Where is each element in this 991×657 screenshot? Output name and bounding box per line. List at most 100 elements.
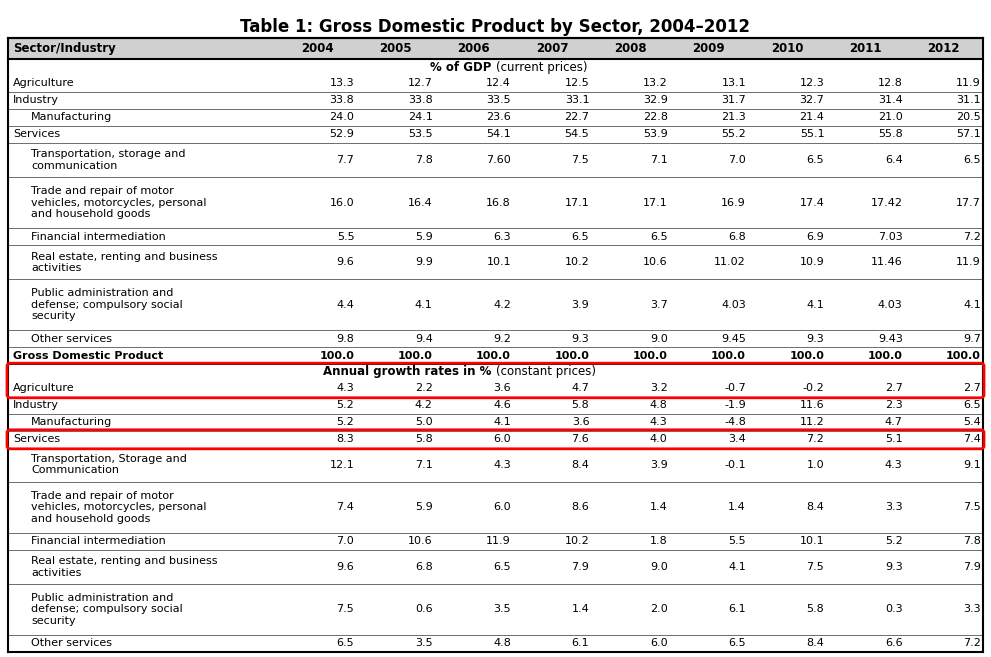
- Text: 11.2: 11.2: [800, 417, 825, 427]
- Text: 53.9: 53.9: [643, 129, 668, 139]
- Bar: [8, 448, 983, 482]
- Text: 4.2: 4.2: [494, 300, 511, 309]
- Text: 4.4: 4.4: [337, 300, 355, 309]
- Text: 6.5: 6.5: [650, 231, 668, 242]
- Text: 23.6: 23.6: [487, 112, 511, 122]
- Text: 4.1: 4.1: [728, 562, 746, 572]
- Text: 1.4: 1.4: [728, 503, 746, 512]
- Text: 33.5: 33.5: [487, 95, 511, 106]
- Text: 4.1: 4.1: [494, 417, 511, 427]
- Text: Table 1: Gross Domestic Product by Sector, 2004–2012: Table 1: Gross Domestic Product by Secto…: [241, 18, 750, 36]
- Text: 2012: 2012: [928, 42, 960, 55]
- Bar: [8, 635, 983, 652]
- Text: Annual growth rates in %: Annual growth rates in %: [323, 365, 496, 378]
- Text: 21.3: 21.3: [721, 112, 746, 122]
- Text: 8.6: 8.6: [572, 503, 590, 512]
- Bar: [8, 109, 983, 126]
- Text: 100.0: 100.0: [554, 351, 590, 361]
- Text: 31.4: 31.4: [878, 95, 903, 106]
- Bar: [8, 59, 983, 75]
- Text: 0.3: 0.3: [885, 604, 903, 614]
- Text: Agriculture: Agriculture: [13, 78, 74, 89]
- Text: 2.3: 2.3: [885, 400, 903, 410]
- Text: 4.7: 4.7: [572, 383, 590, 394]
- Text: 100.0: 100.0: [633, 351, 668, 361]
- Text: 16.4: 16.4: [408, 198, 433, 208]
- Text: -1.9: -1.9: [724, 400, 746, 410]
- Text: 52.9: 52.9: [329, 129, 355, 139]
- Text: 5.4: 5.4: [963, 417, 981, 427]
- Text: 24.0: 24.0: [329, 112, 355, 122]
- Text: -0.2: -0.2: [803, 383, 825, 394]
- Text: 2005: 2005: [380, 42, 412, 55]
- Text: 55.1: 55.1: [800, 129, 825, 139]
- Text: 20.5: 20.5: [956, 112, 981, 122]
- Bar: [8, 143, 983, 177]
- Text: 4.3: 4.3: [494, 460, 511, 470]
- Text: 4.1: 4.1: [415, 300, 433, 309]
- Text: Sector/Industry: Sector/Industry: [13, 42, 116, 55]
- Bar: [8, 228, 983, 245]
- Text: 32.7: 32.7: [800, 95, 825, 106]
- Text: 4.8: 4.8: [494, 639, 511, 648]
- Bar: [8, 397, 983, 414]
- Text: 100.0: 100.0: [397, 351, 433, 361]
- Text: Real estate, renting and business
activities: Real estate, renting and business activi…: [31, 556, 217, 578]
- Text: 5.2: 5.2: [885, 536, 903, 547]
- Text: 7.4: 7.4: [337, 503, 355, 512]
- Text: 21.0: 21.0: [878, 112, 903, 122]
- Text: 100.0: 100.0: [476, 351, 511, 361]
- Text: 2006: 2006: [458, 42, 491, 55]
- Text: Gross Domestic Product: Gross Domestic Product: [13, 351, 164, 361]
- Text: 2004: 2004: [301, 42, 334, 55]
- Text: Manufacturing: Manufacturing: [31, 417, 112, 427]
- Text: 9.45: 9.45: [721, 334, 746, 344]
- Text: 2010: 2010: [771, 42, 804, 55]
- Text: (current prices): (current prices): [496, 60, 587, 74]
- Text: 12.5: 12.5: [565, 78, 590, 89]
- Text: 31.7: 31.7: [721, 95, 746, 106]
- Text: 5.2: 5.2: [337, 400, 355, 410]
- Text: Trade and repair of motor
vehicles, motorcycles, personal
and household goods: Trade and repair of motor vehicles, moto…: [31, 491, 206, 524]
- Text: 11.6: 11.6: [800, 400, 825, 410]
- Text: 7.60: 7.60: [487, 155, 511, 165]
- Bar: [8, 482, 983, 533]
- Bar: [8, 414, 983, 431]
- Text: 3.4: 3.4: [728, 434, 746, 444]
- Bar: [8, 92, 983, 109]
- Text: 9.6: 9.6: [337, 257, 355, 267]
- Text: 16.0: 16.0: [330, 198, 355, 208]
- Text: 10.2: 10.2: [565, 536, 590, 547]
- Text: 12.4: 12.4: [487, 78, 511, 89]
- Text: Public administration and
defense; compulsory social
security: Public administration and defense; compu…: [31, 593, 182, 625]
- Text: 11.46: 11.46: [871, 257, 903, 267]
- Text: 17.1: 17.1: [565, 198, 590, 208]
- Text: Other services: Other services: [31, 639, 112, 648]
- Text: Manufacturing: Manufacturing: [31, 112, 112, 122]
- Text: 5.8: 5.8: [572, 400, 590, 410]
- Text: -0.1: -0.1: [724, 460, 746, 470]
- Text: 22.7: 22.7: [564, 112, 590, 122]
- Text: 4.03: 4.03: [878, 300, 903, 309]
- Bar: [8, 533, 983, 550]
- Text: 54.5: 54.5: [565, 129, 590, 139]
- Text: 2.2: 2.2: [415, 383, 433, 394]
- Text: 3.6: 3.6: [494, 383, 511, 394]
- Text: 9.3: 9.3: [885, 562, 903, 572]
- Text: 4.0: 4.0: [650, 434, 668, 444]
- Text: Public administration and
defense; compulsory social
security: Public administration and defense; compu…: [31, 288, 182, 321]
- Text: 6.5: 6.5: [337, 639, 355, 648]
- Text: 9.4: 9.4: [415, 334, 433, 344]
- Text: 57.1: 57.1: [956, 129, 981, 139]
- Text: 7.8: 7.8: [963, 536, 981, 547]
- Text: 3.3: 3.3: [963, 604, 981, 614]
- Text: 5.2: 5.2: [337, 417, 355, 427]
- Text: Agriculture: Agriculture: [13, 383, 74, 394]
- Text: 16.8: 16.8: [487, 198, 511, 208]
- Text: 12.1: 12.1: [330, 460, 355, 470]
- Text: 100.0: 100.0: [712, 351, 746, 361]
- Text: 17.42: 17.42: [871, 198, 903, 208]
- Text: 54.1: 54.1: [487, 129, 511, 139]
- Text: 7.4: 7.4: [963, 434, 981, 444]
- Text: 32.9: 32.9: [643, 95, 668, 106]
